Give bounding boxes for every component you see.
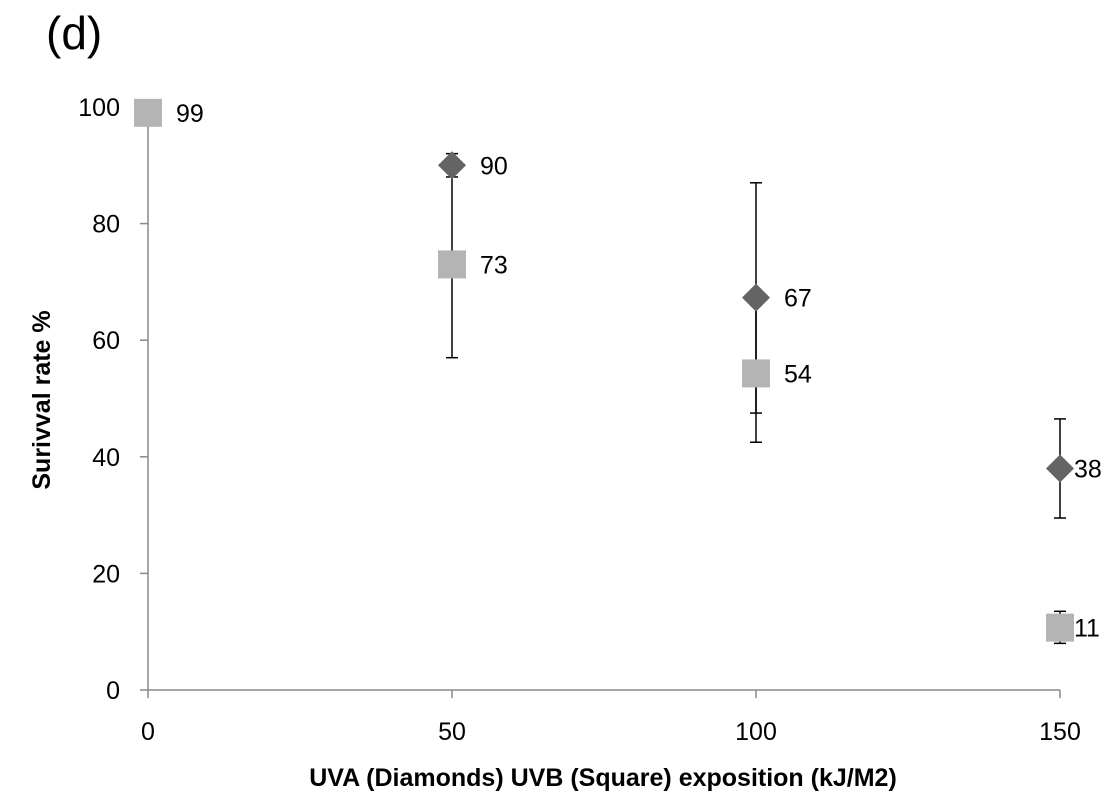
data-label: 11 xyxy=(1074,615,1100,643)
data-label: 54 xyxy=(784,360,812,388)
y-tick-label: 20 xyxy=(92,560,120,588)
x-axis-label: UVA (Diamonds) UVB (Square) exposition (… xyxy=(309,764,897,792)
data-label: 99 xyxy=(176,100,204,128)
square-marker xyxy=(134,98,162,127)
diamond-marker xyxy=(742,283,770,312)
y-tick-label: 100 xyxy=(78,94,120,122)
y-tick-label: 80 xyxy=(92,211,120,239)
x-tick-label: 100 xyxy=(735,718,777,746)
y-axis-label: Surivval rate % xyxy=(28,310,56,489)
y-tick-label: 60 xyxy=(92,327,120,355)
panel-label: (d) xyxy=(46,7,103,59)
x-tick-label: 0 xyxy=(141,718,155,746)
data-label: 67 xyxy=(784,285,812,313)
data-labels: 90 67 38 99 73 54 11 xyxy=(176,100,1102,643)
data-label: 73 xyxy=(480,251,508,279)
x-tick-label: 50 xyxy=(438,718,466,746)
square-marker xyxy=(1046,613,1074,642)
data-label: 90 xyxy=(480,152,508,180)
data-label: 38 xyxy=(1074,455,1102,483)
axes: 0 20 40 60 80 100 0 50 100 150 xyxy=(78,94,1081,746)
square-marker xyxy=(438,250,466,279)
y-tick-label: 0 xyxy=(106,677,120,705)
diamond-marker xyxy=(438,151,466,180)
x-tick-label: 150 xyxy=(1039,718,1081,746)
data-markers xyxy=(134,98,1074,642)
diamond-marker xyxy=(1046,454,1074,483)
y-tick-label: 40 xyxy=(92,444,120,472)
error-bars xyxy=(446,152,1066,645)
square-marker xyxy=(742,359,770,388)
